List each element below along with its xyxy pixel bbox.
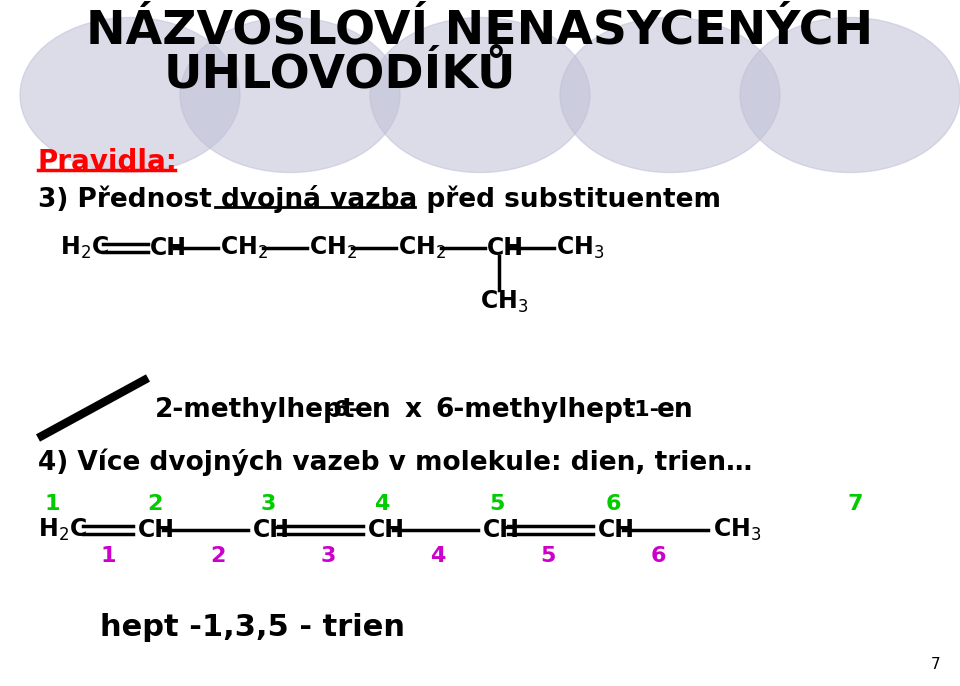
Text: 2: 2 [210, 546, 226, 566]
Text: CH$_3$: CH$_3$ [480, 289, 529, 315]
Text: NÁZVOSLOVÍ NENASYCENÝCH: NÁZVOSLOVÍ NENASYCENÝCH [86, 8, 874, 53]
Text: 2-methylhept: 2-methylhept [155, 397, 355, 423]
Text: -1-: -1- [617, 400, 667, 420]
Text: Pravidla:: Pravidla: [38, 148, 178, 176]
Text: CH$_3$: CH$_3$ [556, 235, 605, 261]
Text: 6: 6 [650, 546, 665, 566]
Text: 3) Přednost dvojná vazba před substituentem: 3) Přednost dvojná vazba před substituen… [38, 185, 721, 213]
Ellipse shape [180, 18, 400, 172]
Text: 4: 4 [430, 546, 445, 566]
Text: en: en [657, 397, 694, 423]
Text: CH$_2$: CH$_2$ [309, 235, 357, 261]
Text: CH: CH [487, 236, 524, 260]
Text: -6-: -6- [325, 400, 359, 420]
Text: 5: 5 [490, 494, 505, 514]
Text: CH$_3$: CH$_3$ [713, 517, 761, 543]
Ellipse shape [20, 18, 240, 172]
Text: CH: CH [368, 518, 405, 542]
Text: CH$_2$: CH$_2$ [398, 235, 446, 261]
Ellipse shape [740, 18, 960, 172]
Text: 5: 5 [540, 546, 556, 566]
Text: CH: CH [253, 518, 290, 542]
Ellipse shape [370, 18, 590, 172]
Text: 7: 7 [848, 494, 863, 514]
Text: x: x [405, 397, 422, 423]
Text: CH: CH [483, 518, 520, 542]
Text: H$_2$C: H$_2$C [60, 235, 109, 261]
Text: CH$_2$: CH$_2$ [220, 235, 268, 261]
Text: UHLOVODÍKŮ: UHLOVODÍKŮ [164, 52, 516, 97]
Text: CH: CH [598, 518, 635, 542]
Ellipse shape [560, 18, 780, 172]
Text: hept -1,3,5 - trien: hept -1,3,5 - trien [100, 613, 405, 643]
Text: 4) Více dvojných vazeb v molekule: dien, trien…: 4) Více dvojných vazeb v molekule: dien,… [38, 448, 753, 475]
Text: 6-methylhept: 6-methylhept [435, 397, 636, 423]
Text: 1: 1 [44, 494, 60, 514]
Text: 3: 3 [260, 494, 276, 514]
Text: CH: CH [150, 236, 187, 260]
Text: 6: 6 [605, 494, 621, 514]
Text: CH: CH [138, 518, 175, 542]
Text: 4: 4 [374, 494, 390, 514]
Text: H$_2$C: H$_2$C [38, 517, 87, 543]
Text: 2: 2 [147, 494, 162, 514]
Text: 3: 3 [321, 546, 336, 566]
Text: 1: 1 [100, 546, 116, 566]
Text: 7: 7 [930, 657, 940, 672]
Text: en: en [355, 397, 392, 423]
